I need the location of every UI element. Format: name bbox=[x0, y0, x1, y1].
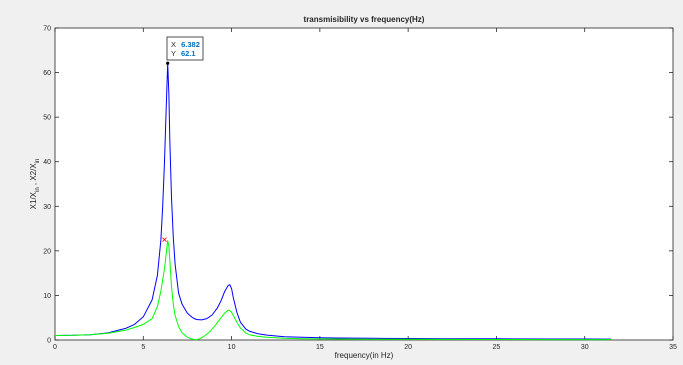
series-line-1 bbox=[54, 62, 612, 340]
datatip-marker-2-cross[interactable] bbox=[162, 237, 167, 242]
datatip-x-label: X bbox=[171, 40, 176, 49]
datatip-box bbox=[166, 36, 204, 61]
x-tick-label: 20 bbox=[404, 344, 412, 351]
datatip-x: X 6.382 bbox=[171, 40, 200, 49]
datatip[interactable]: X 6.382 Y 62.1 bbox=[166, 36, 204, 61]
datatip-y: Y 62.1 bbox=[171, 49, 196, 58]
x-tick-label: 35 bbox=[669, 344, 677, 351]
y-tick-label: 60 bbox=[43, 70, 51, 77]
x-tick-label: 0 bbox=[53, 344, 57, 351]
datatip-marker-1[interactable] bbox=[166, 61, 170, 65]
x-tick-label: 10 bbox=[228, 344, 236, 351]
y-tick-label: 10 bbox=[43, 293, 51, 300]
series-line-2 bbox=[54, 240, 612, 341]
x-tick-label: 5 bbox=[141, 344, 145, 351]
datatip-x-value: 6.382 bbox=[181, 40, 200, 49]
y-tick-label: 70 bbox=[43, 26, 51, 33]
datatip-y-value: 62.1 bbox=[181, 49, 196, 58]
y-tick-label: 50 bbox=[43, 115, 51, 122]
y-tick-label: 0 bbox=[47, 338, 51, 345]
x-tick-label: 30 bbox=[581, 344, 589, 351]
plot-area bbox=[54, 27, 674, 341]
x-axis-label: frequency(in Hz) bbox=[335, 351, 394, 360]
y-tick-label: 40 bbox=[43, 159, 51, 166]
datatip-y-label: Y bbox=[171, 49, 176, 58]
y-axis-label: X1/Xin , X2/Xin bbox=[29, 159, 41, 210]
y-tick-label: 30 bbox=[43, 204, 51, 211]
x-tick-label: 25 bbox=[493, 344, 501, 351]
x-tick-label: 15 bbox=[316, 344, 324, 351]
chart-title: transmisibility vs frequency(Hz) bbox=[304, 15, 425, 24]
y-tick-label: 20 bbox=[43, 248, 51, 255]
